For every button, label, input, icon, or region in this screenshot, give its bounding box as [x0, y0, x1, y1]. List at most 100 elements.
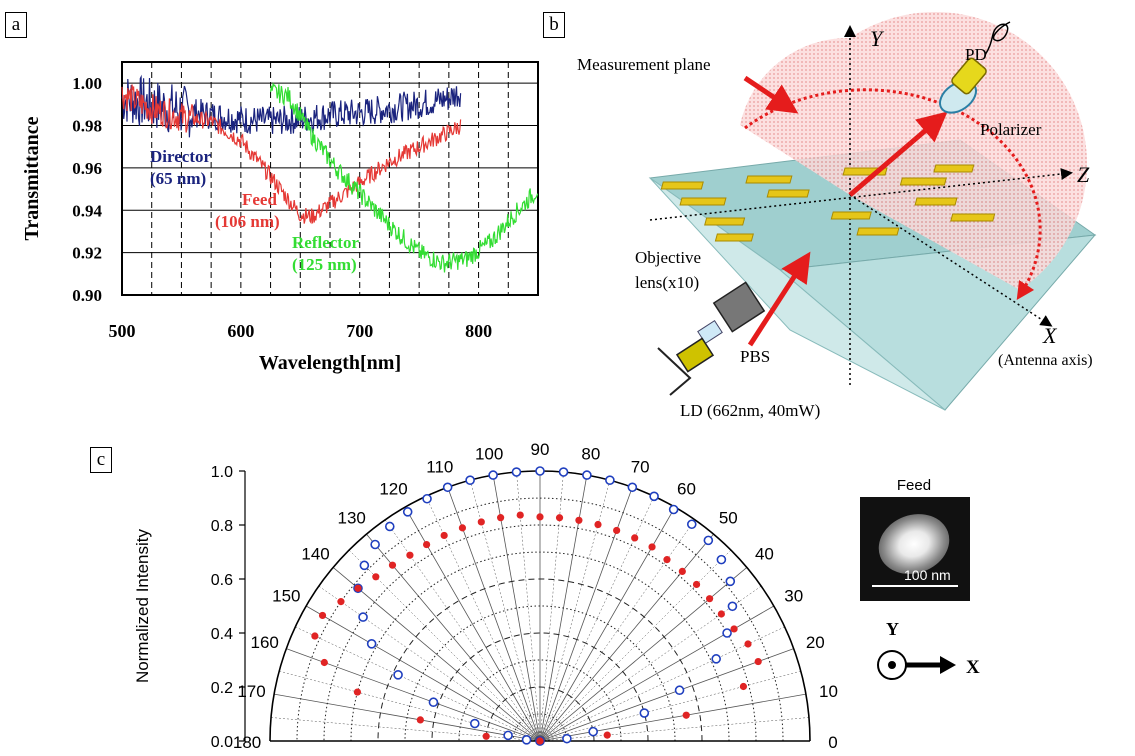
annotation-feed: (106 nm) — [215, 212, 280, 231]
radius-ring — [485, 686, 595, 742]
filled-circle-point — [477, 518, 485, 526]
filled-circle-point — [663, 556, 671, 564]
angle-tick-label: 60 — [677, 479, 696, 498]
filled-circle-point — [440, 531, 448, 540]
annotation-feed: Feed — [242, 190, 277, 209]
filled-circle-point — [497, 514, 505, 522]
open-circle-point — [470, 718, 480, 729]
polar-chart: 0 10 20 30 40 50 60 70 80 90 100 110 120 130 140 150 160… — [133, 440, 838, 752]
laser-diode — [657, 337, 715, 396]
rotation-arc — [744, 88, 1042, 301]
radius-ring — [431, 632, 649, 742]
output-beam — [848, 111, 948, 197]
plot-frame — [121, 61, 539, 296]
y-tick-label: 1.00 — [72, 74, 102, 93]
annotation-reflector: (125 nm) — [292, 255, 357, 274]
r-tick-label: 0.4 — [211, 626, 233, 643]
open-circle-point — [402, 507, 413, 517]
open-circle-point — [535, 466, 545, 476]
radial-grid-line — [366, 533, 541, 742]
open-circle-point — [716, 554, 727, 565]
objective-lens — [712, 281, 766, 333]
filled-circle-point — [730, 625, 738, 633]
photodetector — [938, 21, 1011, 114]
label-pd: PD — [965, 45, 987, 64]
filled-circle-point — [555, 514, 564, 522]
angle-tick-label: 10 — [819, 682, 838, 701]
open-circle-point — [725, 576, 736, 587]
filled-circle-point — [678, 567, 686, 575]
open-circle-point — [649, 491, 659, 502]
filled-circle-point — [320, 658, 328, 667]
y-tick-label: 0.96 — [72, 159, 102, 178]
filled-circle-point — [337, 598, 345, 606]
pbs-cube — [697, 319, 723, 345]
feed-inset: Feed 100 nm Y — [858, 477, 970, 647]
filled-circle-point — [458, 524, 467, 532]
r-tick-label: 0.0 — [211, 734, 233, 751]
open-circle-point — [370, 539, 380, 550]
radial-grid-line — [295, 626, 541, 742]
panel-b-label: b — [543, 12, 565, 38]
angle-tick-label: 100 — [475, 445, 503, 464]
angle-tick-label: 110 — [426, 458, 453, 477]
open-circle-point — [465, 475, 475, 486]
radius-ring — [458, 659, 622, 742]
label-y-axis: Y — [870, 26, 885, 51]
open-circle-point — [727, 601, 738, 612]
label-x-axis: X — [1042, 323, 1058, 348]
angle-tick-label: 170 — [237, 682, 265, 701]
panel-c-label: c — [90, 447, 112, 473]
filled-circle-point — [372, 573, 380, 581]
angle-tick-label: 20 — [806, 633, 825, 652]
measurement-plane-arrow — [743, 75, 799, 114]
filled-circle-point — [706, 595, 714, 603]
annotation-reflector: Reflector — [292, 233, 359, 252]
open-circle-point — [558, 467, 569, 477]
coord-symbol: X — [877, 650, 980, 680]
angle-tick-label: 40 — [755, 545, 774, 564]
z-axis-line — [649, 168, 1073, 221]
annotation-director: Director — [150, 147, 211, 166]
open-circle-point — [674, 685, 685, 696]
filled-circle-point — [423, 540, 431, 549]
label-polarizer: Polarizer — [980, 120, 1042, 139]
radial-grid-line — [539, 648, 794, 742]
x-tick-label: 800 — [465, 321, 492, 341]
filled-circle-point — [536, 737, 544, 745]
filled-circle-point — [692, 580, 701, 589]
coord-y-label: Y — [886, 619, 899, 639]
measurement-plane — [740, 37, 850, 195]
radius-ring — [404, 605, 676, 742]
angle-tick-label: 90 — [531, 440, 550, 459]
angle-tick-label: 120 — [379, 479, 407, 498]
filled-circle-point — [613, 526, 621, 535]
x-tick-label: 600 — [227, 321, 254, 341]
label-ld: LD (662nm, 40mW) — [680, 401, 820, 420]
r-tick-label: 0.6 — [211, 572, 233, 589]
angle-tick-label: 0 — [828, 733, 837, 752]
label-measurement-plane: Measurement plane — [577, 55, 711, 74]
radius-ring — [512, 713, 568, 742]
open-circle-point — [359, 560, 370, 571]
x-axis-title: Wavelength[nm] — [259, 352, 401, 374]
label-antenna-axis: (Antenna axis) — [998, 352, 1093, 369]
filled-circle-point — [594, 520, 602, 529]
radius-ring — [323, 524, 757, 742]
open-circle-point — [686, 519, 697, 530]
open-circle-point — [511, 467, 522, 477]
open-circle-point — [393, 670, 403, 680]
sem-image: 100 nm — [860, 497, 970, 601]
filled-circle-point — [717, 610, 725, 618]
radial-grid-line — [539, 670, 801, 742]
radial-grid-line — [539, 693, 806, 742]
panel-c: c 0 10 20 30 40 50 60 70 80 90 100 110 120 130 140 150 1… — [0, 425, 1135, 756]
scale-bar — [872, 585, 958, 587]
open-circle-point — [503, 730, 513, 741]
filled-circle-point — [482, 732, 490, 740]
filled-circle-point — [754, 657, 762, 666]
inset-title: Feed — [896, 477, 932, 494]
r-tick-label: 0.2 — [211, 680, 233, 697]
open-circle-point — [588, 726, 598, 737]
radial-grid-line — [539, 519, 696, 742]
